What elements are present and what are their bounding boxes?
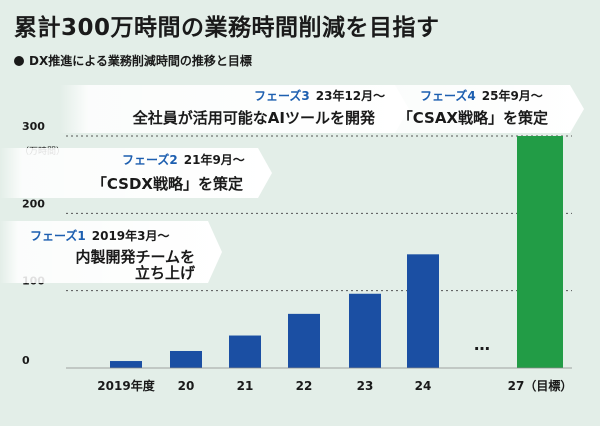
- bar-22: [288, 313, 320, 368]
- phase-date-3: 23年12月～: [316, 88, 385, 103]
- phase-date-1: 2019年3月～: [92, 228, 170, 243]
- phase-desc-3-1: 全社員が活用可能なAIツールを開発: [132, 109, 376, 127]
- phase-heading-4: フェーズ4 25年9月～: [420, 88, 543, 103]
- bar-23: [349, 293, 381, 368]
- phase-band-1: [0, 221, 222, 283]
- phase-desc-2-1: 「CSDX戦略」を策定: [92, 175, 243, 193]
- bar-24: [407, 254, 439, 368]
- y-tick-label-300: 300: [22, 120, 45, 133]
- bar-21: [229, 335, 261, 368]
- y-tick-label-0: 0: [22, 354, 30, 367]
- bullet-icon: [14, 56, 24, 66]
- phase-band-2: [0, 148, 272, 198]
- phase-desc-1-2: 立ち上げ: [135, 264, 196, 282]
- x-tick-label-6: 27（目標）: [508, 378, 573, 393]
- phase-date-4: 25年9月～: [482, 88, 543, 103]
- phase-desc-1-1: 内製開発チームを: [75, 248, 195, 266]
- x-tick-label-4: 23: [357, 379, 374, 393]
- subtitle-text: DX推進による業務削減時間の推移と目標: [29, 54, 252, 68]
- phase-name-1: フェーズ1: [30, 228, 86, 243]
- page-title: 累計300万時間の業務時間削減を目指す: [14, 15, 440, 41]
- phase-name-4: フェーズ4: [420, 88, 476, 103]
- gap-marker: …: [474, 335, 490, 354]
- x-tick-label-2: 21: [237, 379, 254, 393]
- x-tick-label-1: 20: [178, 379, 195, 393]
- bar-20: [170, 350, 202, 368]
- phase-heading-1: フェーズ1 2019年3月～: [30, 228, 170, 243]
- phase-name-3: フェーズ3: [254, 88, 310, 103]
- phase-band-4: [370, 85, 584, 133]
- y-tick-label-200: 200: [22, 197, 45, 210]
- phase-desc-4-1: 「CSAX戦略」を策定: [398, 109, 548, 127]
- bar-2019年度: [110, 361, 142, 368]
- x-tick-label-3: 22: [296, 379, 313, 393]
- phase-heading-3: フェーズ3 23年12月～: [254, 88, 385, 103]
- chart-subtitle: DX推進による業務削減時間の推移と目標: [14, 52, 252, 69]
- phase-date-2: 21年9月～: [184, 152, 245, 167]
- x-tick-label-5: 24: [415, 379, 432, 393]
- phase-band-3: [60, 85, 409, 133]
- phase-name-2: フェーズ2: [122, 152, 178, 167]
- bar-27（目標）: [517, 136, 563, 368]
- x-tick-label-0: 2019年度: [97, 378, 155, 393]
- phase-heading-2: フェーズ2 21年9月～: [122, 152, 245, 167]
